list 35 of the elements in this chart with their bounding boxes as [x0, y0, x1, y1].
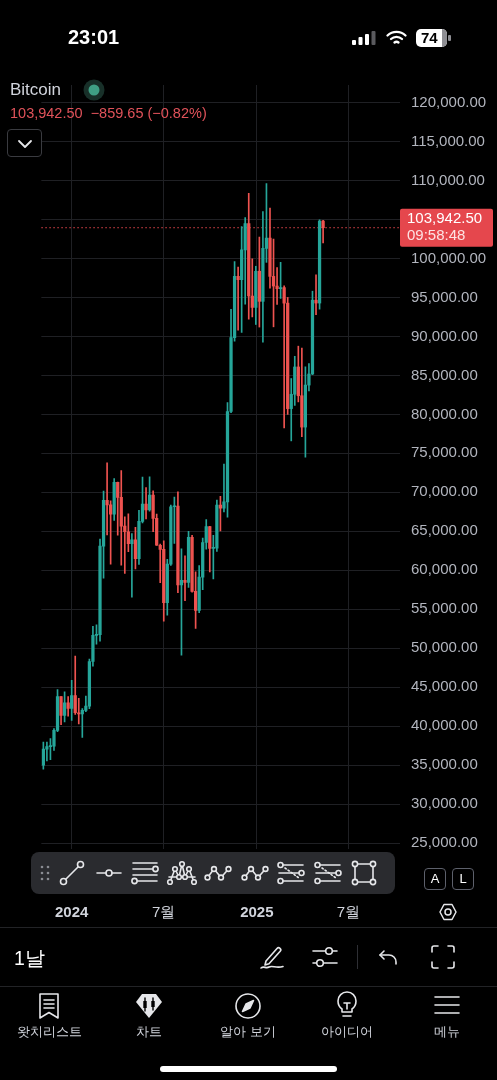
y-tick-label: 120,000.00 — [411, 92, 487, 110]
y-tick-label: 65,000.00 — [411, 521, 478, 539]
x-tick-label: 2024 — [55, 903, 90, 921]
ref-line-label: 103,942.50 09:58:48 — [407, 209, 483, 244]
text: 메뉴 — [434, 1024, 460, 1041]
x-tick-label: 2025 — [240, 903, 274, 921]
toggle-button: L — [452, 868, 474, 890]
chart-title: Bitcoin — [10, 80, 62, 100]
y-tick-label: 115,000.00 — [411, 131, 485, 149]
y-tick-label: 25,000.00 — [411, 833, 478, 851]
y-tick-label: 75,000.00 — [411, 443, 478, 461]
text: 1날 — [14, 946, 45, 971]
toggle-button: A — [424, 868, 446, 890]
y-tick-label: 35,000.00 — [411, 755, 478, 773]
text: 알아 보기 — [220, 1024, 276, 1041]
y-tick-label: 110,000.00 — [411, 170, 485, 188]
x-tick-label: 7월 — [152, 903, 176, 921]
y-tick-label: 85,000.00 — [411, 365, 478, 383]
text: 차트 — [136, 1024, 162, 1041]
x-tick-label: 7월 — [336, 903, 361, 921]
text: 아이디어 — [321, 1024, 373, 1041]
y-tick-label: 80,000.00 — [411, 404, 478, 422]
text: 23:01 — [68, 26, 120, 49]
y-tick-label: 45,000.00 — [411, 677, 478, 695]
text: 103,942.50 −859.65 (−0.82%) — [10, 105, 207, 121]
y-tick-label: 55,000.00 — [411, 599, 478, 617]
y-tick-label: 100,000.00 — [411, 248, 487, 266]
y-tick-label: 50,000.00 — [411, 638, 478, 656]
y-tick-label: 60,000.00 — [411, 560, 478, 578]
y-tick-label: 40,000.00 — [411, 716, 478, 734]
text: 왓치리스트 — [16, 1024, 82, 1041]
y-tick-label: 95,000.00 — [411, 287, 478, 305]
y-tick-label: 70,000.00 — [411, 482, 478, 500]
y-tick-label: 90,000.00 — [411, 326, 478, 344]
y-tick-label: 30,000.00 — [411, 794, 478, 812]
